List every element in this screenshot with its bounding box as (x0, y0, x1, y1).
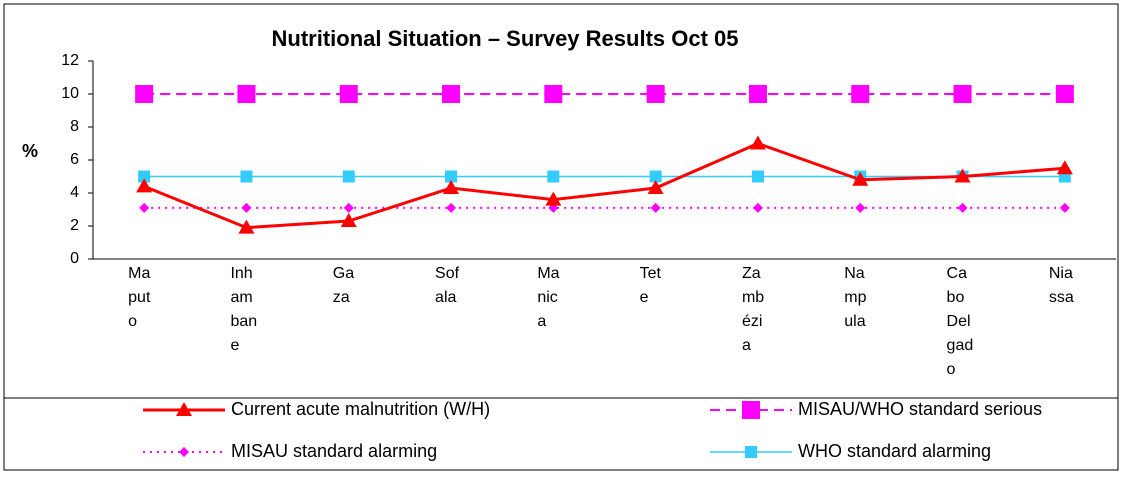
y-tick-label: 8 (70, 118, 79, 135)
marker (852, 171, 869, 186)
marker (545, 191, 562, 206)
legend-label: Current acute malnutrition (W/H) (231, 399, 490, 419)
y-tick-label: 6 (70, 151, 79, 168)
marker (855, 202, 866, 213)
legend-marker (179, 447, 189, 457)
x-tick-label-box: Tete (639, 265, 661, 306)
series-line (143, 141, 1065, 230)
marker (1056, 160, 1073, 175)
marker (954, 168, 971, 183)
marker (238, 219, 255, 234)
chart-title: Nutritional Situation – Survey Results O… (272, 26, 739, 51)
y-tick-label: 4 (70, 184, 79, 201)
marker (139, 202, 150, 213)
legend-marker (176, 402, 192, 416)
marker (241, 202, 252, 213)
legend-label: WHO standard alarming (798, 441, 991, 461)
marker (339, 85, 358, 103)
marker (649, 170, 662, 183)
x-tick-label: Niassa (1048, 265, 1074, 306)
marker (748, 85, 767, 103)
x-tick-label: Inhambane (230, 265, 258, 354)
x-tick-label: Sofala (435, 265, 460, 306)
x-tick-label-box: Zambézia (741, 265, 765, 354)
marker (240, 170, 253, 183)
marker (135, 85, 154, 103)
x-tick-label-box: Niassa (1048, 265, 1074, 306)
marker (547, 170, 560, 183)
marker (445, 170, 458, 183)
marker (442, 85, 461, 103)
x-tick-label: Zambézia (741, 265, 765, 354)
y-tick-label: 0 (70, 250, 79, 267)
marker (957, 202, 968, 213)
marker (851, 85, 870, 103)
legend-label: MISAU/WHO standard serious (798, 399, 1042, 419)
x-tick-label: Manica (537, 265, 560, 330)
y-tick-label: 2 (70, 217, 79, 234)
y-tick-label: 10 (61, 85, 79, 102)
marker (1055, 85, 1074, 103)
x-tick-label: Tete (639, 265, 661, 306)
marker (749, 135, 766, 150)
marker (138, 170, 151, 183)
marker (443, 180, 460, 195)
x-tick-label: Cabo Delgado (946, 265, 974, 378)
marker (136, 178, 153, 193)
marker (340, 213, 357, 228)
marker (647, 180, 664, 195)
marker (752, 202, 763, 213)
marker (1059, 202, 1070, 213)
x-tick-label-box: Cabo Delgado (946, 265, 974, 378)
marker (646, 85, 665, 103)
x-tick-label: Nampula (844, 265, 867, 330)
y-tick-label: 12 (61, 52, 79, 69)
marker (650, 202, 661, 213)
legend-marker (745, 446, 757, 458)
marker (953, 85, 972, 103)
marker (446, 202, 457, 213)
marker (544, 85, 563, 103)
x-tick-label-box: Gaza (332, 265, 355, 306)
x-tick-label: Maputo (128, 265, 151, 330)
x-tick-label-box: Nampula (844, 265, 867, 330)
marker (751, 170, 764, 183)
x-tick-label-box: Sofala (435, 265, 460, 306)
marker (342, 170, 355, 183)
chart-frame (3, 3, 1119, 471)
x-tick-label: Gaza (332, 265, 355, 306)
marker (237, 85, 256, 103)
x-tick-label-box: Inhambane (230, 265, 258, 354)
legend-label: MISAU standard alarming (231, 441, 437, 461)
legend-marker (742, 401, 760, 419)
marker (343, 202, 354, 213)
y-axis-label: % (22, 141, 38, 161)
x-tick-label-box: Maputo (128, 265, 151, 330)
x-tick-label-box: Manica (537, 265, 560, 330)
